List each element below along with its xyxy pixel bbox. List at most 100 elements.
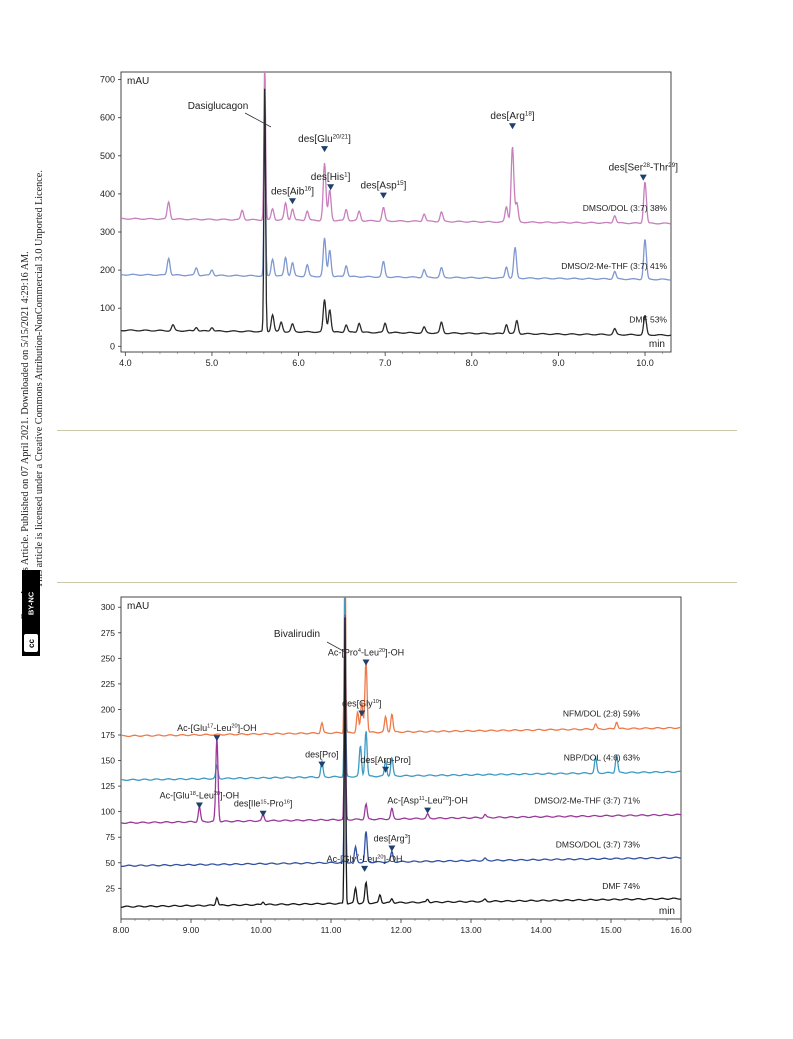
x-axis-label: min [649, 339, 665, 350]
x-tick-label: 14.00 [530, 925, 552, 935]
peak-annotation: Ac-[Pro4-Leu20]-OH [328, 647, 404, 657]
y-tick-label: 50 [106, 858, 116, 868]
x-tick-label: 15.00 [600, 925, 622, 935]
x-tick-label: 12.00 [390, 925, 412, 935]
y-tick-label: 0 [110, 341, 115, 351]
series-label: DMSO/2-Me-THF (3:7) 71% [534, 795, 640, 805]
peak-annotation: des[Arg-Pro] [360, 755, 411, 765]
peak-annotation: des[Ile15-Pro16] [234, 799, 293, 809]
main-peak-label: Dasiglucagon [188, 101, 249, 112]
x-tick-label: 9.0 [552, 358, 565, 368]
x-tick-label: 13.00 [460, 925, 482, 935]
main-peak-label: Bivalirudin [274, 629, 320, 640]
peak-annotation: Ac-[Glu17-Leu20]-OH [177, 723, 256, 733]
y-tick-label: 400 [100, 189, 115, 199]
peak-annotation: des[His1] [311, 171, 351, 183]
peak-marker-icon [362, 659, 370, 666]
series-label: DMF 53% [629, 315, 667, 325]
y-axis-label: mAU [127, 76, 149, 87]
peak-annotation: des[Asp15] [361, 180, 407, 192]
trace-series [121, 72, 671, 225]
peak-marker-icon [288, 198, 296, 205]
plot-frame [120, 71, 672, 353]
chromatogram-2: 25 50 75 100 125 150 175 200 225 250 275 300 8.00 9.0… [101, 596, 692, 935]
x-tick-label: 8.00 [113, 925, 130, 935]
cc-logo-icon: cc [24, 634, 38, 652]
x-tick-label: 11.00 [321, 925, 342, 935]
y-tick-label: 175 [101, 730, 115, 740]
peak-annotation: des[Arg18] [490, 110, 534, 122]
x-tick-label: 6.0 [292, 358, 305, 368]
x-tick-label: 9.00 [183, 925, 200, 935]
peak-annotation: Ac-[Gly7-Leu20]-OH [327, 854, 403, 864]
peak-marker-icon [382, 766, 390, 773]
separator-bottom [57, 582, 737, 583]
series-label: DMF 74% [602, 881, 640, 891]
y-tick-label: 600 [100, 113, 115, 123]
y-axis-label: mAU [127, 601, 149, 612]
peak-marker-icon [327, 184, 335, 191]
x-tick-label: 16.00 [670, 925, 692, 935]
y-tick-label: 200 [101, 704, 115, 714]
main-peak-leader [244, 112, 272, 128]
x-tick-label: 10.0 [636, 358, 654, 368]
peak-marker-icon [508, 123, 516, 130]
x-tick-label: 4.0 [119, 358, 132, 368]
trace-series [121, 614, 681, 825]
x-axis-label: min [659, 906, 675, 917]
y-tick-label: 100 [101, 807, 115, 817]
peak-annotation: des[Glu20/21] [298, 133, 351, 145]
y-tick-label: 225 [101, 679, 115, 689]
peak-annotation: des[Gly10] [342, 699, 381, 709]
series-label: DMSO/DOL (3:7) 38% [583, 203, 668, 213]
y-tick-label: 150 [101, 756, 115, 766]
peak-marker-icon [213, 735, 221, 742]
peak-annotation: des[Arg3] [374, 833, 411, 843]
series-label: NFM/DOL (2:8) 59% [563, 708, 641, 718]
peak-annotation: des[Aib16] [271, 185, 314, 197]
x-tick-label: 5.0 [206, 358, 219, 368]
y-tick-label: 275 [101, 628, 115, 638]
peak-annotation: Ac-[Glu18-Leu20]-OH [160, 791, 239, 801]
peak-marker-icon [424, 807, 432, 814]
x-tick-label: 7.0 [379, 358, 392, 368]
y-tick-label: 125 [101, 781, 115, 791]
peak-annotation: Ac-[Asp11-Leu20]-OH [387, 796, 468, 806]
y-tick-label: 300 [101, 602, 115, 612]
x-tick-label: 10.00 [250, 925, 272, 935]
y-tick-label: 100 [100, 303, 115, 313]
chromatogram-1: 0 100 200 300 400 500 600 700 4.0 5.0 6.0 7.0 8.0 9.0… [100, 71, 672, 368]
y-tick-label: 25 [106, 883, 116, 893]
trace-series [121, 657, 681, 868]
series-label: DMSO/DOL (3:7) 73% [556, 839, 641, 849]
main-peak-leader [326, 641, 346, 653]
peak-marker-icon [321, 146, 329, 153]
peak-marker-icon [639, 174, 647, 181]
trace-series [121, 597, 681, 782]
trace-series [121, 118, 671, 281]
series-label: NBP/DOL (4:6) 63% [564, 752, 641, 762]
cc-by-nc-badge[interactable]: cc BY-NC [22, 570, 40, 656]
trace-series [121, 597, 681, 738]
peak-marker-icon [358, 710, 366, 717]
y-tick-label: 500 [100, 151, 115, 161]
license-sidebar: Open Access Article. Published on 07 Apr… [0, 0, 50, 1039]
y-tick-label: 200 [100, 265, 115, 275]
peak-annotation: des[Pro] [305, 750, 339, 760]
peak-marker-icon [259, 810, 267, 817]
series-label: DMSO/2-Me-THF (3:7) 41% [561, 261, 667, 271]
trace-series [121, 617, 681, 908]
peak-marker-icon [361, 865, 369, 872]
peak-annotation: des[Ser28-Thr29] [609, 162, 679, 174]
peak-marker-icon [195, 802, 203, 809]
peak-marker-icon [388, 845, 396, 852]
y-tick-label: 300 [100, 227, 115, 237]
x-tick-label: 8.0 [466, 358, 479, 368]
y-tick-label: 250 [101, 653, 115, 663]
y-tick-label: 700 [100, 75, 115, 85]
peak-marker-icon [318, 761, 326, 768]
peak-marker-icon [379, 192, 387, 199]
y-tick-label: 75 [106, 832, 116, 842]
trace-series [121, 88, 671, 337]
